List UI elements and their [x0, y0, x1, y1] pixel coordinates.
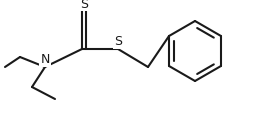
Text: S: S [114, 35, 122, 48]
Text: S: S [80, 0, 88, 10]
Text: N: N [40, 53, 50, 66]
